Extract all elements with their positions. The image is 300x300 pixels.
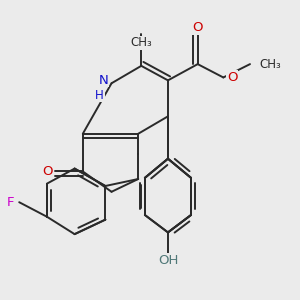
Text: CH₃: CH₃: [259, 58, 281, 70]
Text: OH: OH: [158, 254, 178, 267]
Text: O: O: [192, 22, 203, 34]
Text: H: H: [95, 89, 104, 102]
Text: O: O: [42, 165, 53, 178]
Text: N: N: [99, 74, 109, 87]
Text: O: O: [227, 71, 237, 84]
Text: F: F: [7, 196, 14, 209]
Text: CH₃: CH₃: [130, 36, 152, 50]
